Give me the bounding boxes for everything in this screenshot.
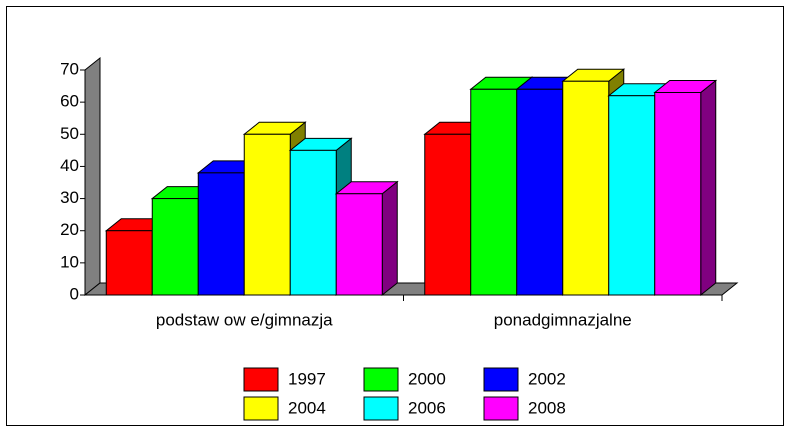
legend-label: 2000 [408, 369, 446, 388]
y-tick-label: 10 [60, 252, 79, 271]
legend-label: 2002 [528, 369, 566, 388]
bar-front [197, 172, 245, 296]
legend-swatch [243, 396, 279, 421]
x-tick-label: ponadgimnazjalne [494, 310, 632, 329]
legend-swatch [363, 367, 399, 392]
y-tick-label: 60 [60, 92, 79, 111]
bar-front [562, 80, 610, 296]
legend-label: 2004 [288, 398, 326, 417]
y-tick-label: 50 [60, 124, 79, 143]
bar-front [516, 88, 564, 296]
y-tick-label: 40 [60, 156, 79, 175]
bar-front [243, 133, 291, 296]
legend-swatch [483, 396, 519, 421]
legend-swatch [483, 367, 519, 392]
bar-side [381, 180, 398, 297]
bar-front [470, 88, 518, 296]
legend-label: 1997 [288, 369, 326, 388]
y-tick-label: 0 [70, 284, 79, 303]
bar-front [424, 133, 472, 296]
bar-front [335, 193, 383, 296]
y-tick-label: 20 [60, 220, 79, 239]
bar-front [289, 149, 337, 296]
y-tick-label: 30 [60, 188, 79, 207]
bar-side [700, 79, 717, 297]
bar-front [654, 92, 702, 296]
legend-swatch [363, 396, 399, 421]
legend-label: 2006 [408, 398, 446, 417]
bar-front [105, 230, 153, 296]
x-tick-label: podstaw ow e/gimnazja [156, 310, 333, 329]
side-wall [84, 56, 101, 297]
y-tick-label: 70 [60, 59, 79, 78]
legend-label: 2008 [528, 398, 566, 417]
legend-swatch [243, 367, 279, 392]
bar-front [608, 95, 656, 296]
bar-front [151, 198, 199, 296]
bar [653, 79, 718, 297]
bar [334, 180, 399, 297]
